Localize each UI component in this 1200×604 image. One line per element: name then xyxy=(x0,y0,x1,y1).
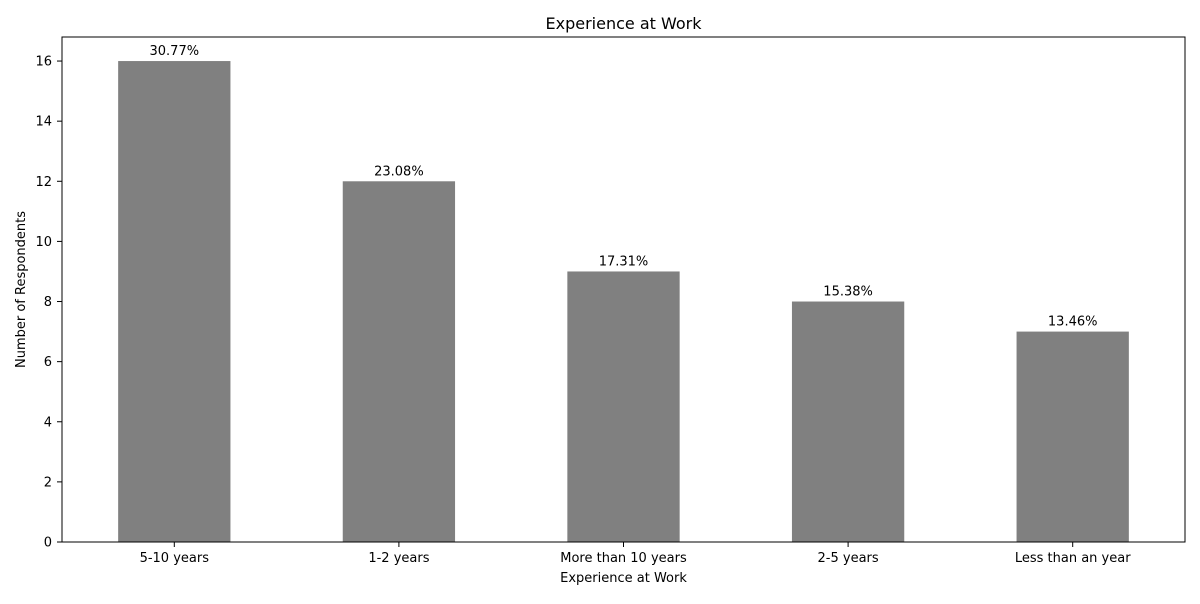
y-tick-label-0: 0 xyxy=(44,536,52,551)
y-tick-label-8: 16 xyxy=(35,55,52,70)
bar-3 xyxy=(791,301,905,542)
bar-1 xyxy=(342,181,456,543)
data-label-0: 30.77% xyxy=(150,44,200,59)
bar-2 xyxy=(567,271,680,542)
y-tick-label-2: 4 xyxy=(44,415,52,430)
y-tick-label-6: 12 xyxy=(35,175,52,190)
y-tick-label-1: 2 xyxy=(44,475,52,490)
x-axis: 5-10 years 1-2 years More than 10 years 2-5… xyxy=(140,542,1131,566)
x-tick-label-0: 5-10 years xyxy=(140,551,210,566)
x-axis-title: Experience at Work xyxy=(560,571,687,586)
x-tick-label-4: Less than an year xyxy=(1015,551,1131,566)
y-axis: 0 2 4 6 8 10 12 14 16 xyxy=(35,55,62,551)
data-label-1: 23.08% xyxy=(374,164,424,179)
data-label-2: 17.31% xyxy=(599,254,649,269)
plot-frame xyxy=(61,36,1186,543)
y-tick-label-4: 8 xyxy=(44,295,52,310)
x-tick-label-1: 1-2 years xyxy=(368,551,429,566)
bar-0 xyxy=(118,61,231,543)
y-tick-label-7: 14 xyxy=(35,115,52,130)
y-axis-title: Number of Respondents xyxy=(14,211,29,368)
x-tick-label-3: 2-5 years xyxy=(818,551,879,566)
x-tick-label-2: More than 10 years xyxy=(560,551,687,566)
chart-title: Experience at Work xyxy=(546,14,703,33)
data-label-3: 15.38% xyxy=(823,285,873,300)
bars-group xyxy=(118,61,1129,543)
bar-4 xyxy=(1016,331,1129,542)
data-labels-group: 30.77% 23.08% 17.31% 15.38% 13.46% xyxy=(150,44,1098,330)
y-tick-label-5: 10 xyxy=(35,235,52,250)
y-tick-label-3: 6 xyxy=(44,355,52,370)
data-label-4: 13.46% xyxy=(1048,315,1098,330)
